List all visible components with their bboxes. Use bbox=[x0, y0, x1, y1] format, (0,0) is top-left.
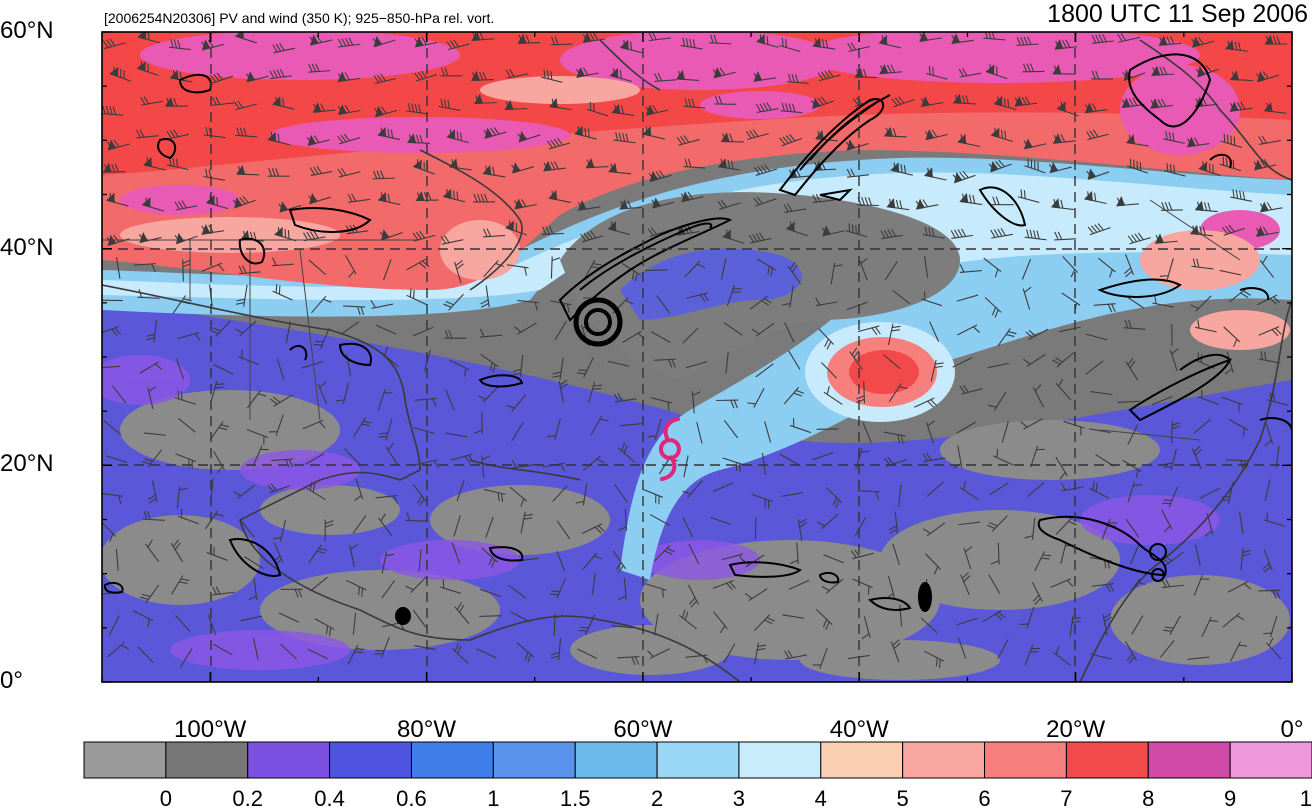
wind-barb bbox=[645, 270, 667, 271]
colorbar-swatch bbox=[1148, 742, 1230, 778]
colorbar-swatch bbox=[1230, 742, 1312, 778]
colorbar-swatch bbox=[493, 742, 575, 778]
colorbar-swatch bbox=[985, 742, 1067, 778]
lon-tick-label: 0° bbox=[1281, 716, 1304, 744]
colorbar-swatch bbox=[575, 742, 657, 778]
colorbar-swatch bbox=[739, 742, 821, 778]
colorbar-label: 4 bbox=[815, 786, 827, 812]
colorbar-label: 8 bbox=[1142, 786, 1154, 812]
colorbar-swatch bbox=[1066, 742, 1148, 778]
colorbar-label: 6 bbox=[978, 786, 990, 812]
colorbar-label: 2 bbox=[651, 786, 663, 812]
lon-tick-label: 20°W bbox=[1046, 716, 1105, 744]
colorbar-label: 0.6 bbox=[396, 786, 427, 812]
colorbar-label: 1.5 bbox=[560, 786, 591, 812]
colorbar-label: 1 bbox=[487, 786, 499, 812]
colorbar-label: 9 bbox=[1224, 786, 1236, 812]
colorbar-swatch bbox=[657, 742, 739, 778]
colorbar-label: 0.4 bbox=[314, 786, 345, 812]
colorbar-swatch bbox=[903, 742, 985, 778]
lat-tick-label: 40°N bbox=[0, 234, 54, 262]
colorbar-label: 10 bbox=[1300, 786, 1312, 812]
lon-tick-label: 40°W bbox=[830, 716, 889, 744]
colorbar-swatch bbox=[248, 742, 330, 778]
map-panel bbox=[90, 27, 1292, 682]
colorbar-label: 5 bbox=[897, 786, 909, 812]
pv-colorbar bbox=[84, 742, 1312, 778]
colorbar-swatch bbox=[84, 742, 166, 778]
colorbar-swatch bbox=[411, 742, 493, 778]
colorbar-swatch bbox=[821, 742, 903, 778]
lon-tick-label: 100°W bbox=[174, 716, 246, 744]
lat-tick-label: 20°N bbox=[0, 450, 54, 478]
colorbar-swatch bbox=[330, 742, 412, 778]
wind-barb bbox=[479, 616, 501, 617]
figure-title-right: 1800 UTC 11 Sep 2006 bbox=[1047, 0, 1308, 29]
lon-tick-label: 60°W bbox=[613, 716, 672, 744]
colorbar-label: 7 bbox=[1060, 786, 1072, 812]
colorbar-label: 0 bbox=[160, 786, 172, 812]
figure-title-left: [2006254N20306] PV and wind (350 K); 925… bbox=[104, 10, 494, 26]
colorbar-swatch bbox=[166, 742, 248, 778]
lat-tick-label: 0° bbox=[0, 667, 23, 695]
colorbar-label: 0.2 bbox=[232, 786, 263, 812]
lat-tick-label: 60°N bbox=[0, 17, 54, 45]
lon-tick-label: 80°W bbox=[397, 716, 456, 744]
colorbar-label: 3 bbox=[733, 786, 745, 812]
